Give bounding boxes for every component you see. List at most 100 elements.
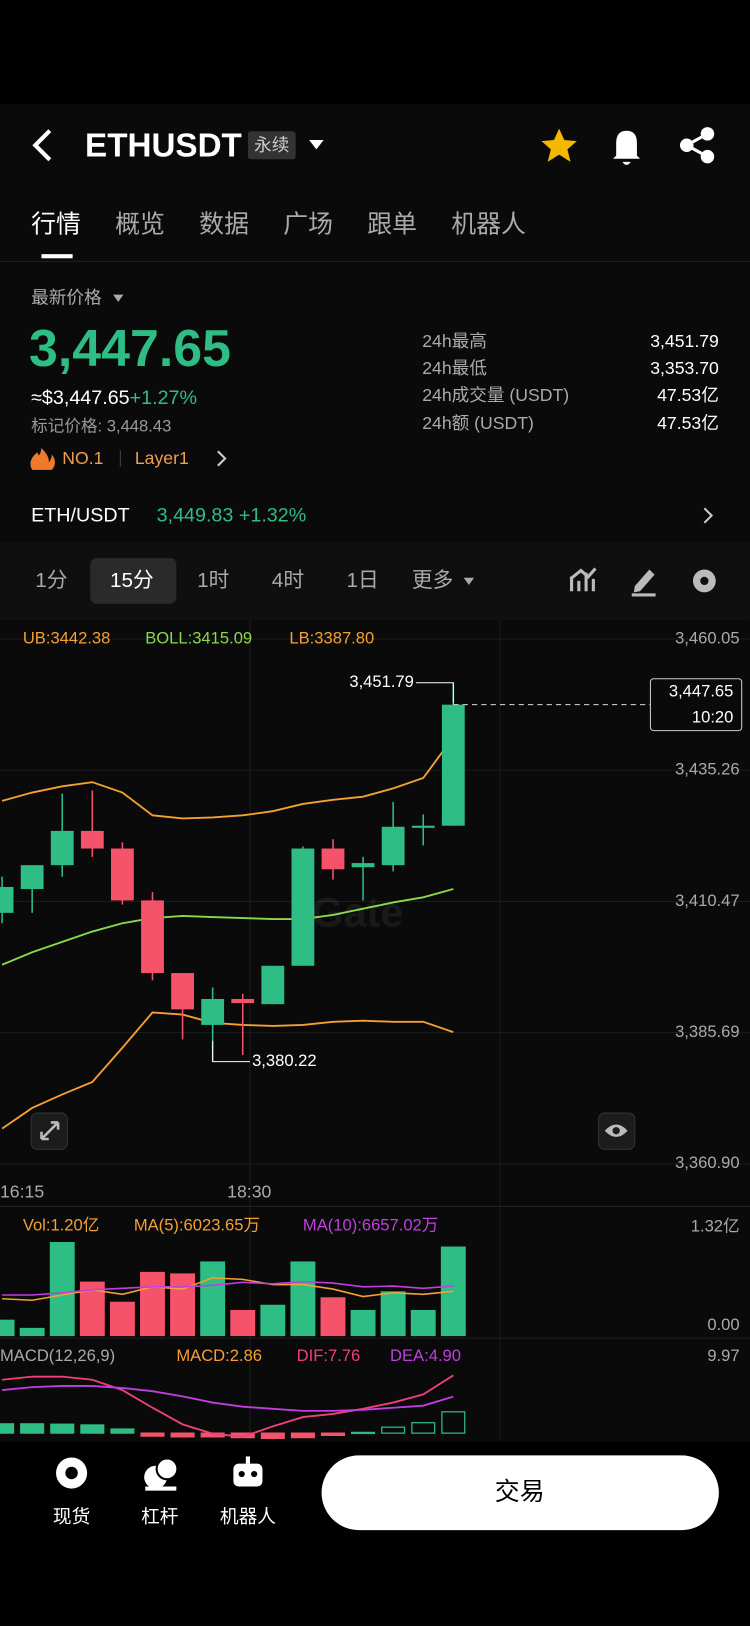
volume-bar (350, 1309, 376, 1337)
low-label: 3,380.22 (252, 1051, 317, 1070)
dropdown-icon[interactable] (463, 577, 475, 586)
status-bar (0, 0, 750, 104)
volume-bar (230, 1309, 256, 1337)
candle-body (80, 830, 104, 849)
candle-body (441, 704, 465, 826)
y-tick-label: 3,385.69 (675, 1022, 740, 1041)
back-icon[interactable] (32, 129, 52, 162)
y-tick-label: 1.32亿 (691, 1217, 740, 1236)
chevron[interactable] (217, 450, 227, 467)
settings-icon[interactable] (692, 569, 716, 593)
y-tick-label: 0.00 (707, 1315, 739, 1334)
macd-bar (411, 1422, 436, 1434)
candle-body (321, 848, 345, 870)
tab[interactable]: 行情 (31, 210, 81, 239)
indicator-label: Vol:1.20亿 (23, 1216, 100, 1235)
stat-label: 24h成交量 (USDT) (422, 385, 570, 406)
macd-bar (110, 1428, 135, 1434)
tab[interactable]: 概览 (115, 210, 165, 239)
candle-body (201, 998, 225, 1025)
price-label[interactable]: 最新价格 (31, 287, 102, 308)
macd-bar (290, 1432, 315, 1439)
symbol: ETHUSDT (85, 126, 242, 164)
indicator-label: DEA:4.90 (390, 1346, 461, 1365)
interval[interactable]: 4时 (271, 569, 305, 593)
volume-ma-line (2, 1277, 454, 1302)
nav-label[interactable]: 杠杆 (141, 1506, 179, 1527)
stat-value: 3,353.70 (650, 358, 719, 379)
interval-selected[interactable] (90, 558, 177, 604)
last-price-label: 3,447.65 (669, 682, 734, 701)
bell-icon[interactable] (613, 130, 641, 165)
eye-icon[interactable] (598, 1112, 636, 1150)
indicator-icon[interactable] (569, 567, 597, 592)
y-tick-label: 3,460.05 (675, 628, 740, 647)
indicator-label: MACD(12,26,9) (0, 1346, 115, 1365)
spot-pair[interactable]: ETH/USDT (31, 504, 130, 527)
macd-bar (50, 1423, 75, 1434)
macd-bar (351, 1431, 376, 1435)
draw-icon[interactable] (631, 569, 656, 597)
interval[interactable]: 1分 (35, 569, 68, 593)
rank[interactable]: NO.1 (62, 448, 104, 469)
fullscreen-icon[interactable] (30, 1112, 68, 1150)
high-pointer (415, 682, 454, 704)
volume-bar (380, 1291, 406, 1337)
volume-bar (290, 1261, 316, 1337)
stat-value: 3,451.79 (650, 331, 719, 352)
tab[interactable]: 广场 (283, 210, 333, 239)
indicator-label: LB:3387.80 (289, 628, 374, 647)
tab[interactable]: 机器人 (451, 210, 526, 239)
candle-body (291, 848, 315, 966)
macd-bar (381, 1426, 406, 1434)
chevron[interactable] (703, 507, 714, 524)
price-change: +1.27% (129, 387, 198, 410)
interval[interactable]: 1时 (197, 569, 230, 593)
low-pointer (212, 1040, 250, 1063)
volume-bar (19, 1327, 45, 1337)
indicator-label: DIF:7.76 (297, 1346, 361, 1365)
trade-label[interactable]: 交易 (494, 1478, 545, 1507)
x-tick-label: 16:15 (0, 1182, 45, 1202)
indicator-label: BOLL:3415.09 (145, 628, 252, 647)
volume-bar (260, 1304, 286, 1337)
star-icon[interactable] (541, 128, 577, 162)
sector[interactable]: Layer1 (134, 448, 189, 469)
last-price: 3,447.65 (29, 319, 231, 378)
candle-body (50, 830, 74, 866)
candle-body (411, 825, 435, 828)
margin-icon[interactable] (144, 1457, 179, 1491)
high-label: 3,451.79 (349, 672, 414, 691)
volume-bar (200, 1261, 226, 1337)
spot-icon[interactable] (56, 1457, 88, 1489)
interval[interactable]: 15分 (109, 569, 154, 593)
spot-price: 3,449.83 (156, 504, 234, 527)
mark-price: 标记价格: 3,448.43 (31, 418, 172, 436)
volume-bar (109, 1301, 135, 1337)
stat-label: 24h额 (USDT) (422, 413, 534, 434)
volume-bar (0, 1319, 15, 1337)
share-icon[interactable] (679, 127, 715, 164)
stat-label: 24h最低 (422, 358, 487, 379)
stat-label: 24h最高 (422, 331, 487, 352)
dropdown-icon[interactable] (113, 294, 124, 302)
interval[interactable]: 1日 (346, 569, 379, 593)
tab[interactable]: 跟单 (367, 210, 418, 239)
candle-body (141, 900, 164, 974)
usd-price-row: ≈$3,447.65+1.27% (31, 388, 197, 408)
candle-body (381, 826, 405, 866)
nav-label[interactable]: 现货 (52, 1506, 91, 1527)
nav-label[interactable]: 机器人 (219, 1506, 276, 1527)
trade-button[interactable] (321, 1455, 719, 1531)
interval[interactable]: 更多 (411, 569, 454, 593)
volume-bar (410, 1309, 436, 1337)
macd-line (1, 1374, 454, 1438)
macd-bar (320, 1432, 346, 1436)
spot-price-row: 3,449.83 +1.32% (157, 506, 307, 526)
dropdown-icon[interactable] (309, 140, 324, 150)
candle-body (351, 863, 375, 868)
bot-icon[interactable] (233, 1456, 263, 1487)
indicator-label: MA(10):6657.02万 (303, 1216, 438, 1235)
tab[interactable]: 数据 (199, 210, 249, 239)
